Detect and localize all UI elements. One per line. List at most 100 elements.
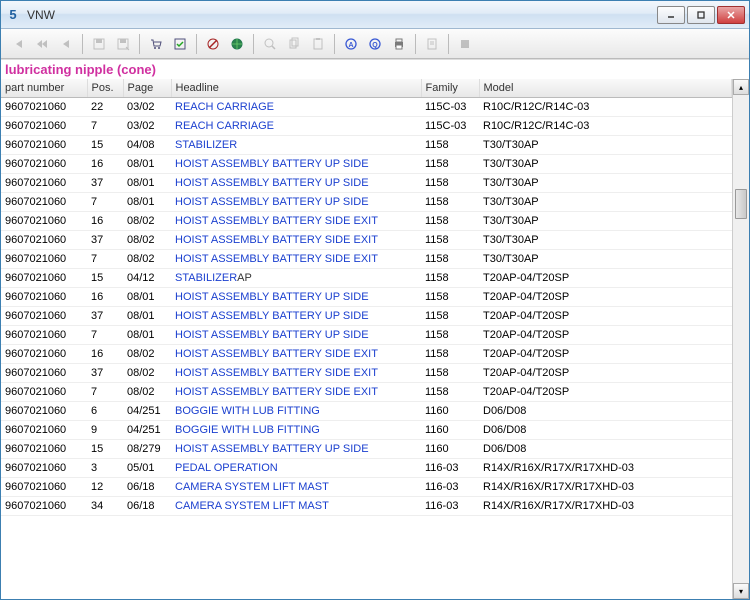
table-row[interactable]: 96070210601608/01HOIST ASSEMBLY BATTERY … (1, 288, 732, 307)
table-row[interactable]: 96070210601504/12STABILIZERAP1158T20AP-0… (1, 269, 732, 288)
headline-link[interactable]: HOIST ASSEMBLY BATTERY SIDE EXIT (175, 348, 378, 360)
online-button[interactable] (226, 33, 248, 55)
headline-link[interactable]: HOIST ASSEMBLY BATTERY UP SIDE (175, 158, 369, 170)
cell-part: 9607021060 (1, 402, 87, 421)
headline-link[interactable]: HOIST ASSEMBLY BATTERY UP SIDE (175, 443, 369, 455)
find-a-button[interactable]: A (340, 33, 362, 55)
table-row[interactable]: 96070210603708/02HOIST ASSEMBLY BATTERY … (1, 364, 732, 383)
headline-link[interactable]: STABILIZER (175, 139, 237, 151)
zoom-button[interactable] (259, 33, 281, 55)
headline-link[interactable]: HOIST ASSEMBLY BATTERY SIDE EXIT (175, 234, 378, 246)
headline-link[interactable]: BOGGIE WITH LUB FITTING (175, 424, 320, 436)
headline-link[interactable]: HOIST ASSEMBLY BATTERY UP SIDE (175, 177, 369, 189)
table-row[interactable]: 96070210601608/02HOIST ASSEMBLY BATTERY … (1, 212, 732, 231)
titlebar[interactable]: 5 VNW (1, 1, 749, 29)
find-q-button[interactable]: Q (364, 33, 386, 55)
save-as-button[interactable] (112, 33, 134, 55)
toolbar-separator (415, 34, 416, 54)
col-header-headline[interactable]: Headline (171, 79, 421, 98)
close-button[interactable] (717, 6, 745, 24)
cell-model: R14X/R16X/R17X/R17XHD-03 (479, 497, 732, 516)
cell-part: 9607021060 (1, 174, 87, 193)
cell-pos: 7 (87, 326, 123, 345)
cell-part: 9607021060 (1, 459, 87, 478)
table-row[interactable]: 96070210601508/279HOIST ASSEMBLY BATTERY… (1, 440, 732, 459)
save-button[interactable] (88, 33, 110, 55)
col-header-page[interactable]: Page (123, 79, 171, 98)
maximize-button[interactable] (687, 6, 715, 24)
cell-headline: HOIST ASSEMBLY BATTERY UP SIDE (171, 193, 421, 212)
col-header-model[interactable]: Model (479, 79, 732, 98)
headline-link[interactable]: HOIST ASSEMBLY BATTERY SIDE EXIT (175, 386, 378, 398)
table-row[interactable]: 96070210603708/02HOIST ASSEMBLY BATTERY … (1, 231, 732, 250)
nav-prev-fast-button[interactable] (31, 33, 53, 55)
vertical-scrollbar[interactable]: ▴ ▾ (732, 79, 749, 599)
cell-pos: 16 (87, 288, 123, 307)
table-row[interactable]: 9607021060703/02REACH CARRIAGE115C-03R10… (1, 117, 732, 136)
offline-button[interactable] (202, 33, 224, 55)
table-row[interactable]: 96070210603406/18CAMERA SYSTEM LIFT MAST… (1, 497, 732, 516)
headline-link[interactable]: HOIST ASSEMBLY BATTERY UP SIDE (175, 196, 369, 208)
headline-link[interactable]: BOGGIE WITH LUB FITTING (175, 405, 320, 417)
col-header-part[interactable]: part number (1, 79, 87, 98)
headline-link[interactable]: CAMERA SYSTEM LIFT MAST (175, 500, 329, 512)
headline-link[interactable]: REACH CARRIAGE (175, 120, 274, 132)
table-scroller[interactable]: part number Pos. Page Headline Family Mo… (1, 79, 732, 599)
cell-headline: BOGGIE WITH LUB FITTING (171, 402, 421, 421)
scroll-up-button[interactable]: ▴ (733, 79, 749, 95)
cell-headline: BOGGIE WITH LUB FITTING (171, 421, 421, 440)
headline-link[interactable]: HOIST ASSEMBLY BATTERY SIDE EXIT (175, 215, 378, 227)
col-header-family[interactable]: Family (421, 79, 479, 98)
headline-link[interactable]: REACH CARRIAGE (175, 101, 274, 113)
doc-button[interactable] (421, 33, 443, 55)
table-row[interactable]: 9607021060708/02HOIST ASSEMBLY BATTERY S… (1, 250, 732, 269)
table-row[interactable]: 9607021060904/251BOGGIE WITH LUB FITTING… (1, 421, 732, 440)
cell-page: 08/02 (123, 345, 171, 364)
table-row[interactable]: 9607021060305/01PEDAL OPERATION116-03R14… (1, 459, 732, 478)
table-row[interactable]: 96070210601206/18CAMERA SYSTEM LIFT MAST… (1, 478, 732, 497)
table-row[interactable]: 9607021060708/01HOIST ASSEMBLY BATTERY U… (1, 193, 732, 212)
scroll-thumb[interactable] (735, 189, 747, 219)
col-header-pos[interactable]: Pos. (87, 79, 123, 98)
minimize-button[interactable] (657, 6, 685, 24)
check-button[interactable] (169, 33, 191, 55)
cart-button[interactable] (145, 33, 167, 55)
table-row[interactable]: 96070210601608/01HOIST ASSEMBLY BATTERY … (1, 155, 732, 174)
cell-page: 08/01 (123, 307, 171, 326)
cell-headline: REACH CARRIAGE (171, 98, 421, 117)
nav-first-button[interactable] (7, 33, 29, 55)
cell-model: D06/D08 (479, 421, 732, 440)
toolbar: A Q (1, 29, 749, 59)
print-button[interactable] (388, 33, 410, 55)
cell-model: T30/T30AP (479, 250, 732, 269)
copy-button[interactable] (283, 33, 305, 55)
headline-link[interactable]: HOIST ASSEMBLY BATTERY UP SIDE (175, 291, 369, 303)
table-row[interactable]: 9607021060604/251BOGGIE WITH LUB FITTING… (1, 402, 732, 421)
cell-page: 03/02 (123, 98, 171, 117)
table-row[interactable]: 9607021060708/01HOIST ASSEMBLY BATTERY U… (1, 326, 732, 345)
table-row[interactable]: 96070210603708/01HOIST ASSEMBLY BATTERY … (1, 174, 732, 193)
cell-model: D06/D08 (479, 440, 732, 459)
table-row[interactable]: 96070210601504/08STABILIZER1158T30/T30AP (1, 136, 732, 155)
headline-link[interactable]: STABILIZER (175, 272, 237, 284)
headline-link[interactable]: PEDAL OPERATION (175, 462, 278, 474)
cell-page: 05/01 (123, 459, 171, 478)
cell-part: 9607021060 (1, 345, 87, 364)
table-row[interactable]: 96070210603708/01HOIST ASSEMBLY BATTERY … (1, 307, 732, 326)
headline-link[interactable]: HOIST ASSEMBLY BATTERY UP SIDE (175, 310, 369, 322)
cell-family: 116-03 (421, 497, 479, 516)
headline-link[interactable]: HOIST ASSEMBLY BATTERY UP SIDE (175, 329, 369, 341)
stop-button[interactable] (454, 33, 476, 55)
cell-part: 9607021060 (1, 288, 87, 307)
scroll-down-button[interactable]: ▾ (733, 583, 749, 599)
headline-link[interactable]: HOIST ASSEMBLY BATTERY SIDE EXIT (175, 253, 378, 265)
table-row[interactable]: 96070210602203/02REACH CARRIAGE115C-03R1… (1, 98, 732, 117)
table-row[interactable]: 96070210601608/02HOIST ASSEMBLY BATTERY … (1, 345, 732, 364)
headline-link[interactable]: HOIST ASSEMBLY BATTERY SIDE EXIT (175, 367, 378, 379)
paste-button[interactable] (307, 33, 329, 55)
cell-part: 9607021060 (1, 193, 87, 212)
table-row[interactable]: 9607021060708/02HOIST ASSEMBLY BATTERY S… (1, 383, 732, 402)
nav-prev-button[interactable] (55, 33, 77, 55)
headline-link[interactable]: CAMERA SYSTEM LIFT MAST (175, 481, 329, 493)
cell-pos: 37 (87, 174, 123, 193)
